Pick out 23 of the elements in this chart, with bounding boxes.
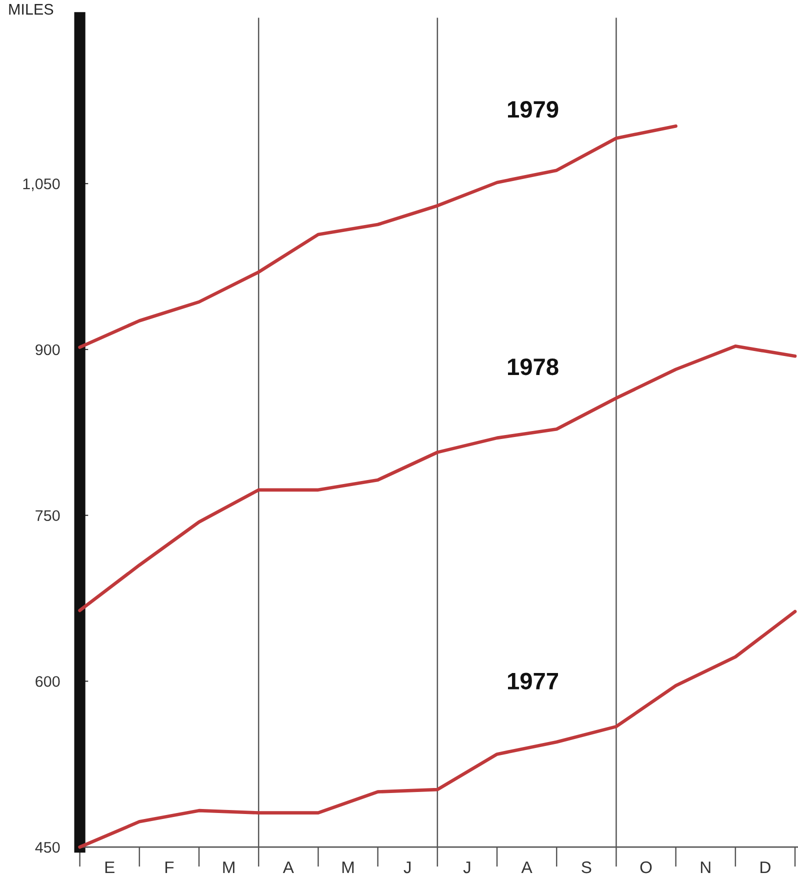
y-tick-label: 600 <box>36 676 60 687</box>
y-tick-label: 450 <box>35 842 60 853</box>
text: F <box>165 862 174 874</box>
text: A <box>282 862 294 874</box>
text: J <box>404 862 411 874</box>
series-label: 1979 <box>508 101 558 118</box>
series-label: 1978 <box>508 358 558 376</box>
text: S <box>582 861 592 874</box>
text: 1977 <box>508 672 558 690</box>
y-tick-label: 900 <box>36 344 60 356</box>
y-tick-label: 750 <box>36 510 60 522</box>
text: D <box>760 862 770 874</box>
text: M <box>223 862 234 874</box>
text: A <box>521 862 532 874</box>
text: E <box>105 862 114 874</box>
line-series <box>78 344 797 612</box>
text: M <box>342 862 354 874</box>
text: N <box>700 862 710 874</box>
y-tick-label: 1,050 <box>23 178 60 192</box>
y-axis-title: MILES <box>9 4 54 15</box>
text: O <box>640 861 652 874</box>
text: J <box>463 862 470 874</box>
line-series <box>78 124 678 349</box>
